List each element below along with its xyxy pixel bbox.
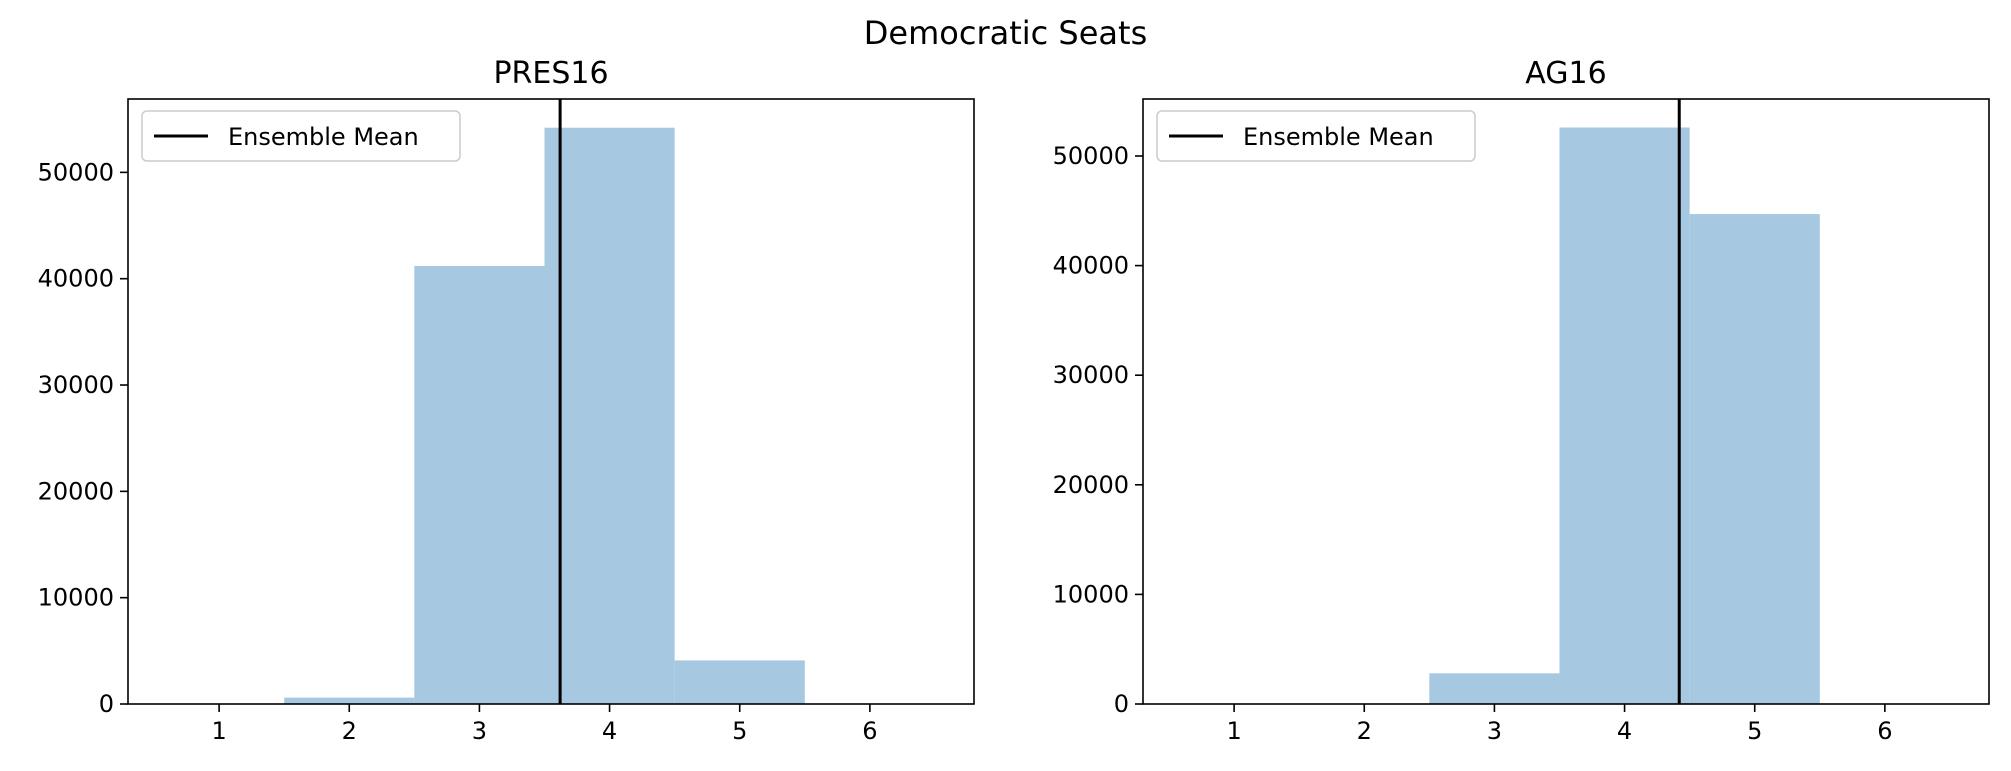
x-tick-label-ag16-6: 6	[1877, 717, 1892, 745]
histogram-bar-pres16-5	[674, 660, 805, 704]
y-tick-label-ag16-20000: 20000	[1053, 471, 1129, 499]
y-tick-label-ag16-0: 0	[1114, 690, 1129, 718]
y-tick-label-ag16-30000: 30000	[1053, 361, 1129, 389]
y-tick-label-ag16-10000: 10000	[1053, 580, 1129, 608]
x-tick-label-pres16-2: 2	[342, 717, 357, 745]
x-tick-label-pres16-4: 4	[602, 717, 617, 745]
x-tick-label-ag16-4: 4	[1617, 717, 1632, 745]
y-tick-label-pres16-10000: 10000	[38, 584, 114, 612]
panel-title-pres16: PRES16	[493, 56, 608, 91]
legend-label-ag16: Ensemble Mean	[1243, 123, 1434, 151]
x-tick-label-pres16-5: 5	[732, 717, 747, 745]
histogram-bar-ag16-5	[1689, 214, 1820, 704]
axes-frame-pres16	[127, 98, 975, 705]
x-tick-label-ag16-1: 1	[1226, 717, 1241, 745]
x-tick-label-pres16-6: 6	[862, 717, 877, 745]
panel-title-ag16: AG16	[1525, 56, 1606, 91]
y-tick-label-pres16-20000: 20000	[38, 477, 114, 505]
axes-frame-ag16	[1142, 98, 1990, 705]
x-tick-label-ag16-2: 2	[1357, 717, 1372, 745]
legend-box-pres16	[141, 110, 461, 162]
x-tick-label-pres16-3: 3	[472, 717, 487, 745]
legend-box-ag16	[1156, 110, 1476, 162]
x-tick-label-ag16-3: 3	[1487, 717, 1502, 745]
legend-label-pres16: Ensemble Mean	[228, 123, 419, 151]
y-tick-label-pres16-30000: 30000	[38, 371, 114, 399]
histogram-bar-pres16-2	[284, 697, 415, 704]
x-tick-label-pres16-1: 1	[211, 717, 226, 745]
figure-title: Democratic Seats	[863, 14, 1148, 52]
y-tick-label-pres16-0: 0	[99, 690, 114, 718]
histogram-bar-ag16-4	[1559, 127, 1690, 704]
histogram-bar-pres16-4	[544, 127, 675, 705]
y-tick-label-pres16-50000: 50000	[38, 158, 114, 186]
histogram-bar-pres16-3	[414, 265, 545, 704]
histogram-bar-ag16-3	[1429, 673, 1560, 704]
y-tick-label-pres16-40000: 40000	[38, 265, 114, 293]
y-tick-label-ag16-50000: 50000	[1053, 142, 1129, 170]
x-tick-label-ag16-5: 5	[1747, 717, 1762, 745]
y-tick-label-ag16-40000: 40000	[1053, 252, 1129, 280]
